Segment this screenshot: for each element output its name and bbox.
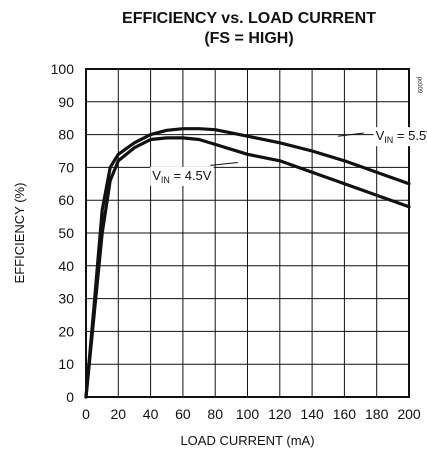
x-tick-label: 100 bbox=[236, 406, 260, 422]
series-labels: VIN = 4.5V VIN = 5.5V bbox=[150, 127, 427, 186]
y-tick-label: 0 bbox=[66, 389, 74, 405]
y-tick-label: 60 bbox=[58, 192, 74, 208]
label-leader bbox=[210, 161, 238, 166]
y-tick-label: 50 bbox=[58, 225, 74, 241]
plot-frame bbox=[85, 68, 410, 398]
series-line-1 bbox=[84, 136, 411, 399]
chart-subtitle: (FS = HIGH) bbox=[204, 30, 293, 47]
series-line-2 bbox=[84, 127, 411, 399]
y-tick-label: 30 bbox=[58, 291, 74, 307]
x-tick-labels: 0 20 40 60 80 100 120 140 160 180 200 bbox=[82, 406, 421, 422]
y-tick-label: 40 bbox=[58, 258, 74, 274]
y-tick-label: 80 bbox=[58, 127, 74, 143]
grid bbox=[85, 68, 410, 398]
label-background bbox=[373, 127, 427, 147]
y-tick-label: 10 bbox=[58, 356, 74, 372]
y-tick-label: 70 bbox=[58, 159, 74, 175]
x-tick-label: 60 bbox=[175, 406, 191, 422]
series-label-1: VIN = 4.5V bbox=[152, 168, 212, 185]
label-leader bbox=[337, 132, 364, 137]
x-tick-label: 200 bbox=[397, 406, 421, 422]
x-tick-label: 20 bbox=[111, 406, 127, 422]
x-tick-label: 140 bbox=[300, 406, 324, 422]
figure-code: pc009 bbox=[416, 77, 422, 94]
x-tick-label: 80 bbox=[207, 406, 223, 422]
series-lines bbox=[84, 127, 411, 399]
y-axis-label: EFFICIENCY (%) bbox=[12, 183, 27, 284]
y-tick-label: 20 bbox=[58, 323, 74, 339]
x-tick-label: 180 bbox=[365, 406, 389, 422]
x-axis-label: LOAD CURRENT (mA) bbox=[180, 433, 314, 448]
y-tick-label: 90 bbox=[58, 94, 74, 110]
x-tick-label: 40 bbox=[143, 406, 159, 422]
x-tick-label: 160 bbox=[333, 406, 357, 422]
y-tick-label: 100 bbox=[51, 61, 75, 77]
label-background bbox=[150, 166, 214, 186]
series-label-2: VIN = 5.5V bbox=[376, 128, 427, 145]
x-tick-label: 0 bbox=[82, 406, 90, 422]
chart-title: EFFICIENCY vs. LOAD CURRENT bbox=[122, 10, 376, 27]
y-tick-labels: 0 10 20 30 40 50 60 70 80 90 100 bbox=[51, 61, 75, 405]
x-tick-label: 120 bbox=[268, 406, 292, 422]
